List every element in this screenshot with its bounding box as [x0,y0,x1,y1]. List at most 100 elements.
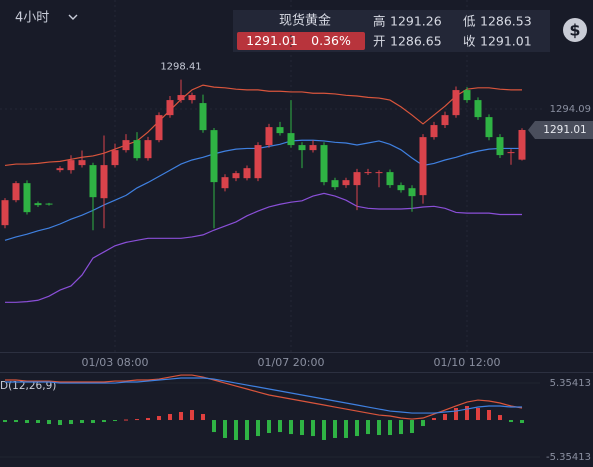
histogram-bar [124,419,128,421]
indicator-line [4,139,522,241]
y-tick-label: -5.35413 [546,452,591,463]
histogram-bar [245,420,249,440]
histogram-bar [333,420,337,438]
candle-body [144,140,152,159]
open-value: 1286.65 [390,34,442,49]
indicator-title: D(12,26,9) [0,380,56,392]
candle-body [463,90,471,101]
histogram-bar [520,420,524,423]
dropdown-icon[interactable] [68,14,78,20]
histogram-bar [410,420,414,434]
candle-body [353,172,361,186]
histogram-bar [377,420,381,436]
quote-name: 现货黄金 [279,13,331,29]
candle-body [221,177,229,189]
candle-body [518,129,526,160]
candle-body [397,185,405,191]
candle-body [331,180,339,188]
histogram-bar [234,420,238,440]
x-tick-label: 01/07 20:00 [258,356,325,369]
candle-body [34,203,42,206]
histogram-bar [3,420,7,423]
high-value: 1291.26 [390,14,442,29]
candle-body [155,115,163,141]
candle-body [485,117,493,138]
candle-body [177,95,185,101]
indicator-line [4,84,522,167]
candle-body [430,125,438,138]
x-tick-label: 01/10 12:00 [434,356,501,369]
histogram-bar [14,420,18,423]
histogram-bar [421,420,425,427]
histogram-bar [487,410,491,421]
histogram-bar [91,420,95,423]
candle-body [133,140,141,159]
candle-body [419,137,427,196]
quote-change: 0.36% [311,33,351,48]
histogram-bar [157,416,161,421]
candle-body [122,140,130,151]
histogram-bar [168,414,172,421]
candle-body [375,172,383,174]
price-tag-label: 1291.01 [543,124,586,136]
candle-body [408,188,416,197]
candle-body [188,95,196,101]
indicator-line [5,377,522,414]
histogram-bar [311,420,315,437]
price-badge [237,32,365,50]
candle-body [23,183,31,213]
histogram-bar [366,420,370,435]
candle-body [298,145,306,151]
candle-body [100,165,108,199]
histogram-bar [256,420,260,437]
candle-body [320,145,328,183]
histogram-bar [476,407,480,421]
candle-body [45,203,53,205]
candle-body [111,150,119,166]
candle-body [364,172,372,174]
close-label: 收 [463,34,476,49]
histogram-bar [267,420,271,434]
histogram-bar [47,420,51,425]
currency-button[interactable] [563,18,587,42]
histogram-bar [465,405,469,421]
candle-body [199,103,207,131]
histogram-bar [135,419,139,421]
y-tick-label: 5.35413 [550,378,591,389]
candle-body [78,160,86,166]
interval-selector[interactable]: 4小时 [15,11,49,26]
histogram-bar [300,420,304,436]
y-tick-label: 1294.09 [550,104,591,115]
histogram-bar [69,420,73,425]
high-label: 高 [373,14,386,29]
histogram-bar [179,412,183,421]
histogram-bar [113,420,117,422]
candle-body [166,100,174,116]
histogram-bar [223,420,227,438]
currency-icon[interactable]: $ [569,21,580,40]
histogram-bar [25,420,29,423]
candle-body [243,168,251,179]
histogram-bar [322,420,326,440]
candle-body [287,133,295,146]
candle-body [254,145,262,179]
histogram-bar [58,420,62,425]
histogram-bar [454,407,458,421]
histogram-bar [146,418,150,421]
histogram-bar [355,420,359,437]
candle-body [507,152,515,154]
price-tag [528,120,593,139]
histogram-bar [289,420,293,435]
histogram-bar [212,420,216,433]
histogram-bar [80,420,84,423]
candle-body [89,165,97,198]
candle-body [265,127,273,146]
candle-body [276,127,284,134]
open-label: 开 [373,34,386,49]
candle-body [386,172,394,186]
histogram-bar [102,420,106,423]
histogram-bar [36,420,40,423]
candle-body [342,180,350,186]
